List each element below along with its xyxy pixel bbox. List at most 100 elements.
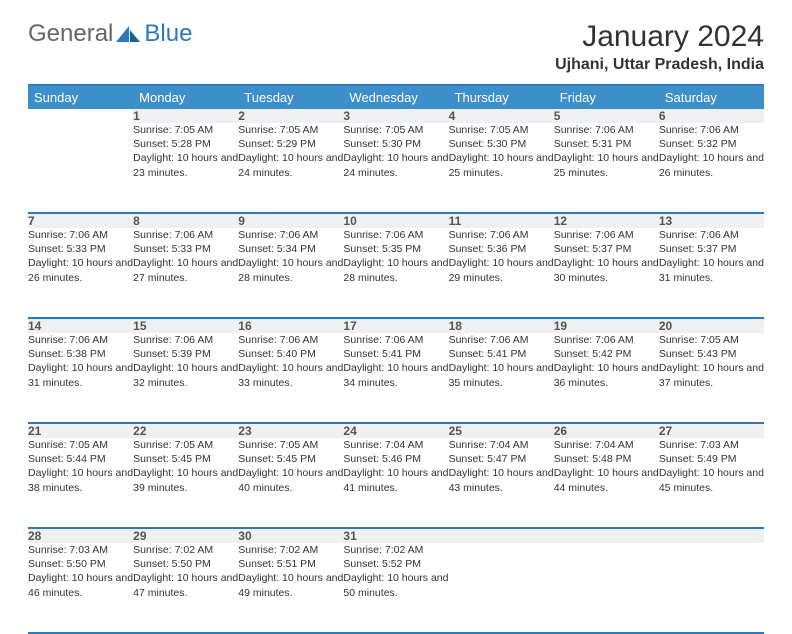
day-detail-row: Sunrise: 7:03 AMSunset: 5:50 PMDaylight:… bbox=[28, 543, 764, 633]
daylight-line: Daylight: 10 hours and 44 minutes. bbox=[554, 466, 659, 494]
sunrise-line: Sunrise: 7:03 AM bbox=[659, 438, 764, 452]
sunset-line: Sunset: 5:35 PM bbox=[343, 242, 448, 256]
title-block: January 2024 Ujhani, Uttar Pradesh, Indi… bbox=[555, 20, 764, 74]
sunrise-line: Sunrise: 7:06 AM bbox=[554, 333, 659, 347]
sunrise-line: Sunrise: 7:05 AM bbox=[659, 333, 764, 347]
day-detail-cell: Sunrise: 7:06 AMSunset: 5:42 PMDaylight:… bbox=[554, 333, 659, 423]
daylight-line: Daylight: 10 hours and 36 minutes. bbox=[554, 361, 659, 389]
daylight-line: Daylight: 10 hours and 45 minutes. bbox=[659, 466, 764, 494]
day-number-cell: 23 bbox=[238, 423, 343, 438]
sunrise-line: Sunrise: 7:06 AM bbox=[28, 228, 133, 242]
location: Ujhani, Uttar Pradesh, India bbox=[555, 56, 764, 74]
sunset-line: Sunset: 5:45 PM bbox=[133, 452, 238, 466]
day-detail-cell: Sunrise: 7:06 AMSunset: 5:40 PMDaylight:… bbox=[238, 333, 343, 423]
day-detail-cell: Sunrise: 7:06 AMSunset: 5:37 PMDaylight:… bbox=[554, 228, 659, 318]
sunset-line: Sunset: 5:38 PM bbox=[28, 347, 133, 361]
sunrise-line: Sunrise: 7:06 AM bbox=[343, 228, 448, 242]
day-number-cell: 25 bbox=[449, 423, 554, 438]
daylight-line: Daylight: 10 hours and 37 minutes. bbox=[659, 361, 764, 389]
daylight-line: Daylight: 10 hours and 24 minutes. bbox=[238, 151, 343, 179]
weekday-header: Saturday bbox=[659, 85, 764, 109]
sunrise-line: Sunrise: 7:06 AM bbox=[659, 228, 764, 242]
sunrise-line: Sunrise: 7:02 AM bbox=[133, 543, 238, 557]
sunset-line: Sunset: 5:50 PM bbox=[28, 557, 133, 571]
sunset-line: Sunset: 5:34 PM bbox=[238, 242, 343, 256]
sunset-line: Sunset: 5:39 PM bbox=[133, 347, 238, 361]
sunset-line: Sunset: 5:49 PM bbox=[659, 452, 764, 466]
daylight-line: Daylight: 10 hours and 39 minutes. bbox=[133, 466, 238, 494]
sunset-line: Sunset: 5:37 PM bbox=[659, 242, 764, 256]
day-number-cell: 11 bbox=[449, 213, 554, 228]
sunset-line: Sunset: 5:29 PM bbox=[238, 137, 343, 151]
day-detail-row: Sunrise: 7:06 AMSunset: 5:38 PMDaylight:… bbox=[28, 333, 764, 423]
sunset-line: Sunset: 5:47 PM bbox=[449, 452, 554, 466]
sunset-line: Sunset: 5:48 PM bbox=[554, 452, 659, 466]
day-detail-cell: Sunrise: 7:06 AMSunset: 5:38 PMDaylight:… bbox=[28, 333, 133, 423]
daylight-line: Daylight: 10 hours and 43 minutes. bbox=[449, 466, 554, 494]
day-detail-cell: Sunrise: 7:04 AMSunset: 5:48 PMDaylight:… bbox=[554, 438, 659, 528]
month-title: January 2024 bbox=[555, 20, 764, 54]
day-number-cell: 28 bbox=[28, 528, 133, 543]
daylight-line: Daylight: 10 hours and 26 minutes. bbox=[659, 151, 764, 179]
day-number-cell: 19 bbox=[554, 318, 659, 333]
logo: General Blue bbox=[28, 20, 192, 48]
sunset-line: Sunset: 5:46 PM bbox=[343, 452, 448, 466]
day-detail-cell: Sunrise: 7:03 AMSunset: 5:50 PMDaylight:… bbox=[28, 543, 133, 633]
sunset-line: Sunset: 5:28 PM bbox=[133, 137, 238, 151]
day-number-cell: 7 bbox=[28, 213, 133, 228]
sunrise-line: Sunrise: 7:06 AM bbox=[449, 333, 554, 347]
logo-sail-icon bbox=[116, 24, 142, 44]
day-detail-cell: Sunrise: 7:05 AMSunset: 5:28 PMDaylight:… bbox=[133, 123, 238, 213]
day-detail-cell: Sunrise: 7:02 AMSunset: 5:51 PMDaylight:… bbox=[238, 543, 343, 633]
logo-text-general: General bbox=[28, 20, 113, 48]
day-detail-cell: Sunrise: 7:06 AMSunset: 5:37 PMDaylight:… bbox=[659, 228, 764, 318]
weekday-header: Tuesday bbox=[238, 85, 343, 109]
sunrise-line: Sunrise: 7:02 AM bbox=[238, 543, 343, 557]
sunrise-line: Sunrise: 7:06 AM bbox=[238, 333, 343, 347]
sunrise-line: Sunrise: 7:05 AM bbox=[133, 438, 238, 452]
day-number-cell: 9 bbox=[238, 213, 343, 228]
day-number-cell: 8 bbox=[133, 213, 238, 228]
day-number-cell: 12 bbox=[554, 213, 659, 228]
sunrise-line: Sunrise: 7:06 AM bbox=[133, 333, 238, 347]
sunset-line: Sunset: 5:33 PM bbox=[28, 242, 133, 256]
sunrise-line: Sunrise: 7:06 AM bbox=[554, 123, 659, 137]
day-number-row: 123456 bbox=[28, 109, 764, 123]
day-number-cell bbox=[554, 528, 659, 543]
sunrise-line: Sunrise: 7:06 AM bbox=[238, 228, 343, 242]
daylight-line: Daylight: 10 hours and 40 minutes. bbox=[238, 466, 343, 494]
sunset-line: Sunset: 5:42 PM bbox=[554, 347, 659, 361]
daylight-line: Daylight: 10 hours and 25 minutes. bbox=[554, 151, 659, 179]
day-detail-cell: Sunrise: 7:06 AMSunset: 5:41 PMDaylight:… bbox=[343, 333, 448, 423]
day-detail-cell: Sunrise: 7:04 AMSunset: 5:47 PMDaylight:… bbox=[449, 438, 554, 528]
day-number-row: 21222324252627 bbox=[28, 423, 764, 438]
daylight-line: Daylight: 10 hours and 24 minutes. bbox=[343, 151, 448, 179]
sunrise-line: Sunrise: 7:05 AM bbox=[343, 123, 448, 137]
daylight-line: Daylight: 10 hours and 49 minutes. bbox=[238, 571, 343, 599]
sunset-line: Sunset: 5:32 PM bbox=[659, 137, 764, 151]
sunrise-line: Sunrise: 7:06 AM bbox=[28, 333, 133, 347]
day-detail-cell: Sunrise: 7:02 AMSunset: 5:50 PMDaylight:… bbox=[133, 543, 238, 633]
daylight-line: Daylight: 10 hours and 33 minutes. bbox=[238, 361, 343, 389]
day-detail-cell: Sunrise: 7:05 AMSunset: 5:44 PMDaylight:… bbox=[28, 438, 133, 528]
header: General Blue January 2024 Ujhani, Uttar … bbox=[28, 20, 764, 74]
day-number-cell: 15 bbox=[133, 318, 238, 333]
sunrise-line: Sunrise: 7:06 AM bbox=[343, 333, 448, 347]
sunrise-line: Sunrise: 7:05 AM bbox=[238, 123, 343, 137]
day-number-cell bbox=[449, 528, 554, 543]
day-detail-cell: Sunrise: 7:05 AMSunset: 5:45 PMDaylight:… bbox=[238, 438, 343, 528]
day-number-cell: 1 bbox=[133, 109, 238, 123]
day-number-cell: 21 bbox=[28, 423, 133, 438]
day-number-cell: 18 bbox=[449, 318, 554, 333]
day-number-cell: 22 bbox=[133, 423, 238, 438]
daylight-line: Daylight: 10 hours and 31 minutes. bbox=[659, 256, 764, 284]
day-number-cell: 5 bbox=[554, 109, 659, 123]
sunset-line: Sunset: 5:44 PM bbox=[28, 452, 133, 466]
day-detail-cell: Sunrise: 7:06 AMSunset: 5:31 PMDaylight:… bbox=[554, 123, 659, 213]
day-number-cell: 6 bbox=[659, 109, 764, 123]
sunset-line: Sunset: 5:30 PM bbox=[449, 137, 554, 151]
daylight-line: Daylight: 10 hours and 34 minutes. bbox=[343, 361, 448, 389]
sunset-line: Sunset: 5:52 PM bbox=[343, 557, 448, 571]
daylight-line: Daylight: 10 hours and 28 minutes. bbox=[343, 256, 448, 284]
sunset-line: Sunset: 5:45 PM bbox=[238, 452, 343, 466]
